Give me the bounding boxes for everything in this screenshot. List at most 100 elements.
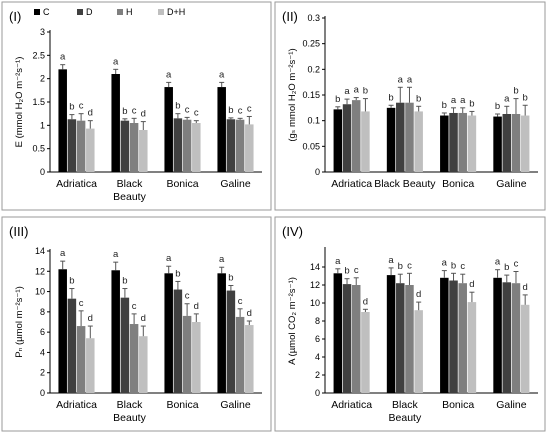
y-tick-label: 0.15 (302, 90, 320, 100)
significance-letter: b (469, 98, 474, 109)
category-label: Black (392, 399, 418, 411)
bar (67, 119, 77, 172)
bar (217, 273, 226, 393)
bar (342, 284, 352, 393)
y-tick-label: 0 (315, 167, 320, 177)
significance-letter: b (513, 86, 518, 97)
y-tick-label: 8 (315, 316, 320, 326)
significance-letter: b (523, 92, 528, 103)
bar (405, 285, 414, 393)
significance-letter: b (175, 101, 180, 112)
y-tick-label: 0 (40, 167, 45, 177)
bar (182, 315, 192, 393)
significance-letter: a (113, 249, 119, 260)
bar (502, 282, 512, 393)
bar (440, 277, 449, 393)
bar (226, 119, 236, 172)
significance-letter: a (388, 255, 394, 266)
category-label: Galine (496, 178, 527, 190)
significance-letter: a (398, 74, 404, 85)
y-tick-label: 6 (40, 327, 45, 337)
bar (458, 112, 467, 172)
significance-letter: a (166, 69, 172, 80)
y-tick-label: 10 (310, 298, 320, 308)
legend-label: H (126, 7, 133, 17)
bar (235, 316, 245, 393)
y-tick-label: 0.5 (32, 144, 45, 154)
significance-letter: d (363, 296, 368, 307)
bar (467, 115, 477, 172)
significance-letter: b (388, 92, 393, 103)
y-tick-label: 3 (40, 27, 45, 37)
bar (182, 119, 192, 172)
panel-2: (II) 0 0.05 0.1 0.15 0.2 0.25 0.3 (gₛ mmol H₂O m… (274, 1, 546, 211)
panel-label: (IV) (282, 224, 303, 239)
category-label: Galine (220, 399, 251, 411)
bar (86, 338, 95, 393)
bar (449, 112, 458, 172)
y-tick-label: 6 (315, 334, 320, 344)
significance-letter: b (122, 276, 127, 287)
significance-letter: b (344, 266, 349, 277)
category-label: Adriatica (56, 178, 97, 190)
significance-letter: c (79, 101, 84, 112)
category-label: Adriatica (331, 178, 372, 190)
significance-letter: b (495, 101, 500, 112)
legend-swatch (117, 9, 123, 15)
y-tick-label: 2.5 (32, 50, 45, 60)
bar (173, 118, 183, 172)
bar (440, 115, 449, 172)
category-label: Black (117, 399, 143, 411)
y-tick-label: 12 (310, 280, 320, 290)
y-tick-label: 0.05 (302, 141, 320, 151)
y-tick-label: 1.5 (32, 97, 45, 107)
bar (217, 87, 226, 172)
y-tick-label: 10 (35, 287, 45, 297)
bar (333, 109, 343, 172)
significance-letter: b (416, 93, 421, 104)
significance-letter: a (335, 256, 341, 267)
significance-letter: b (504, 262, 509, 273)
significance-letter: d (141, 109, 146, 120)
significance-letter: a (460, 95, 466, 106)
significance-letter: a (219, 254, 225, 265)
y-axis-label: (gₛ mmol H₂O m⁻²s⁻¹) (287, 48, 298, 141)
bar (120, 297, 130, 393)
bar (386, 275, 396, 393)
bar (351, 285, 361, 393)
bar (351, 100, 361, 172)
legend-label: C (43, 7, 50, 17)
significance-letter: a (344, 86, 350, 97)
significance-letter: c (79, 298, 84, 309)
y-tick-label: 14 (310, 262, 320, 272)
significance-letter: b (228, 272, 233, 283)
legend-swatch (34, 9, 40, 15)
bar (58, 69, 67, 172)
bar (511, 113, 521, 172)
bar (405, 102, 414, 172)
significance-letter: c (407, 260, 412, 271)
legend-swatch (77, 9, 83, 15)
significance-letter: d (469, 279, 474, 290)
y-tick-label: 4 (315, 352, 320, 362)
bar (386, 107, 396, 172)
significance-letter: c (354, 265, 359, 276)
category-label: Beauty (113, 191, 146, 203)
significance-letter: b (442, 100, 447, 111)
bar (361, 111, 370, 172)
significance-letter: a (113, 56, 119, 67)
panel-label: (II) (282, 9, 298, 24)
panel-label: (III) (9, 224, 29, 239)
bar (502, 113, 512, 172)
significance-letter: a (60, 52, 66, 63)
category-label: Black Beauty (374, 178, 436, 190)
bar (164, 87, 173, 172)
significance-letter: b (228, 105, 233, 116)
y-tick-label: 4 (40, 347, 45, 357)
significance-letter: d (194, 301, 199, 312)
bar (129, 123, 139, 172)
significance-letter: a (219, 69, 225, 80)
bar (67, 298, 77, 393)
